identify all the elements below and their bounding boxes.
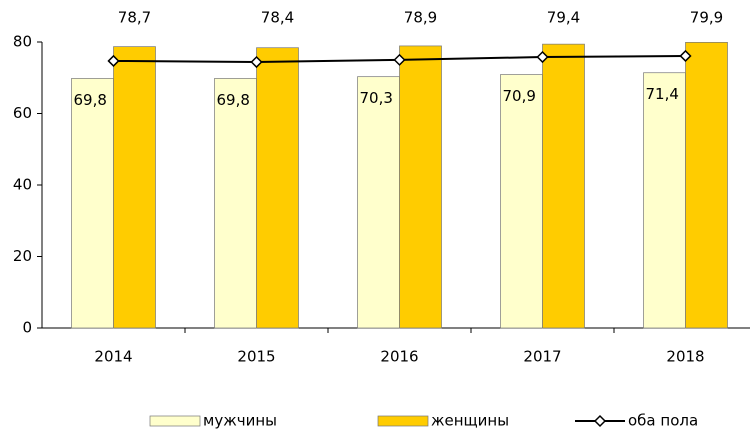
value-label: 78,7 [118,9,151,27]
x-tick-label: 2017 [523,348,561,366]
line-marker [107,54,120,68]
value-label: 69,8 [74,91,107,109]
x-tick-label: 2018 [666,348,704,366]
legend-swatch [149,415,201,427]
legend-label: женщины [431,412,509,430]
bar [399,45,442,329]
line-marker [393,53,406,66]
bar [500,74,543,329]
y-tick-label: 0 [22,319,32,337]
value-label: 71,4 [646,85,679,103]
value-label: 70,3 [360,89,393,107]
line-marker [250,55,263,69]
bar [685,42,728,329]
y-tick-label: 60 [13,104,32,122]
value-label: 78,4 [261,9,294,27]
bar [214,78,257,329]
x-tick-label: 2015 [237,348,275,366]
line-marker [536,50,549,64]
x-tick-label: 2014 [94,348,132,366]
line-marker [679,49,692,63]
bar [256,47,299,329]
x-tick-label: 2016 [380,348,418,366]
legend-label: мужчины [203,412,277,430]
value-label: 70,9 [503,87,536,105]
legend-label: оба пола [628,412,698,430]
y-tick-label: 20 [13,247,32,265]
legend-marker [593,414,607,428]
legend-swatch [377,415,429,427]
y-tick-label: 80 [13,33,32,51]
bar [542,43,585,329]
value-label: 78,9 [404,9,437,27]
value-label: 79,9 [690,9,723,27]
bar [357,76,400,329]
bar [71,78,114,329]
bar [113,46,156,329]
value-label: 79,4 [547,9,580,27]
bar [643,72,686,329]
y-tick-label: 40 [13,176,32,194]
value-label: 69,8 [217,91,250,109]
